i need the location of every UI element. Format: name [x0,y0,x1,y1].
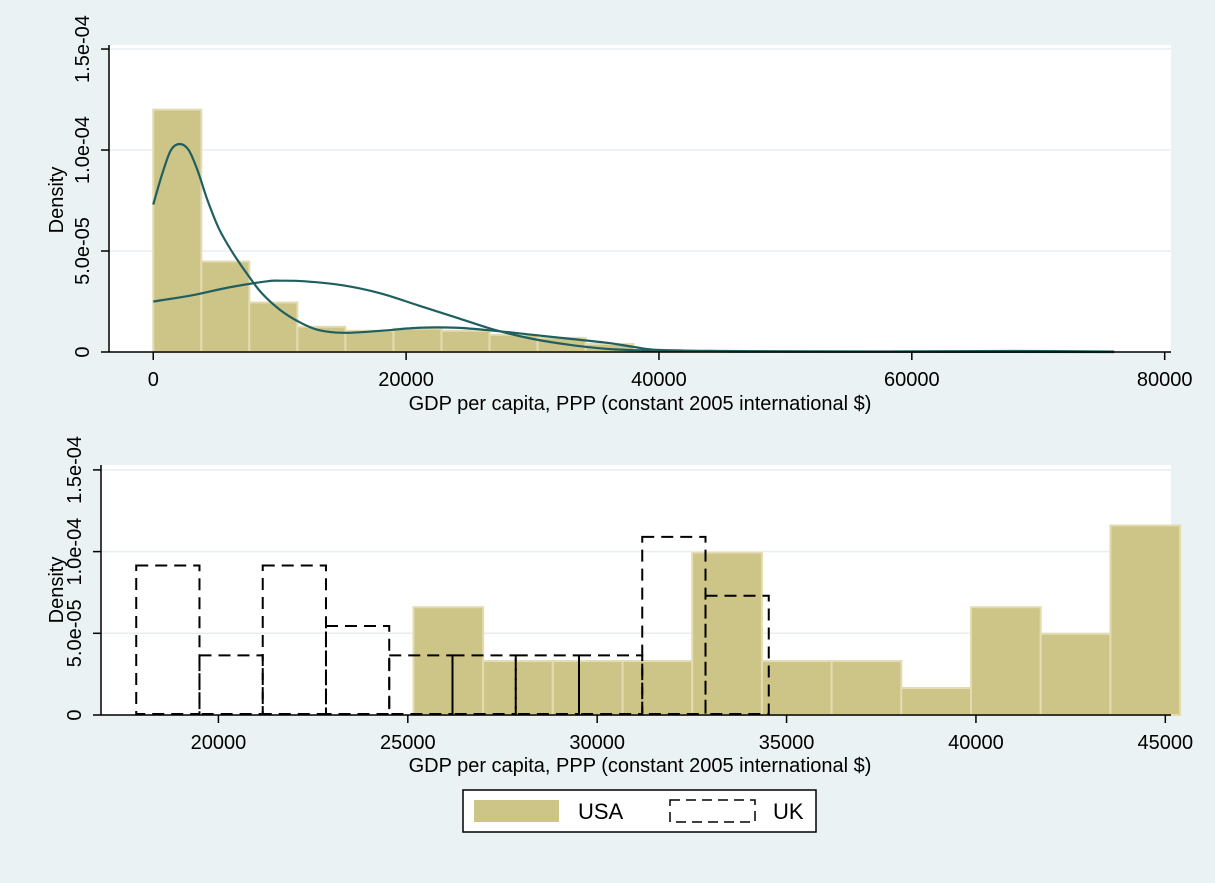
uk-bar [514,654,580,716]
y-tick-label: 0 [72,346,94,357]
uk-bar [324,624,391,715]
x-tick-label: 0 [148,369,159,391]
y-tick-label: 0 [64,709,86,720]
x-tick-label: 25000 [380,732,436,754]
usa-bar [1109,524,1182,716]
histogram-bar [440,329,491,353]
y-tick-label: 5.0e-05 [64,599,86,667]
legend: USA UK [462,789,817,833]
histogram-bar [248,301,299,353]
plot-area-top [109,45,1171,352]
x-tick-label: 40000 [948,732,1004,754]
panel-top: 0 20000 40000 60000 80000 0 5.0e-05 1.0e-04 1.5… [46,15,1192,415]
panel-bottom: 20000 25000 30000 35000 40000 45000 0 5.0e-05 1… [46,436,1193,777]
histogram-bar [200,260,251,353]
x-tick-label: 45000 [1138,732,1194,754]
y-tick-label: 1.0e-04 [64,518,86,586]
uk-bar [577,654,644,716]
usa-bar [900,687,973,717]
uk-bar [641,535,707,716]
x-tick-label: 30000 [569,732,625,754]
uk-bar [135,564,201,715]
usa-bar [760,660,833,716]
x-tick-label: 20000 [378,369,434,391]
usa-bar [1039,632,1112,716]
x-tick-label: 60000 [884,369,940,391]
x-axis-title-bottom: GDP per capita, PPP (constant 2005 inter… [409,755,872,777]
y-tick-label: 5.0e-05 [72,217,94,285]
histogram-bar [152,108,203,353]
usa-bar [551,660,624,716]
usa-bar [691,551,763,717]
legend-uk-swatch [669,799,756,823]
x-axis-title-top: GDP per capita, PPP (constant 2005 inter… [409,393,872,415]
y-tick-label: 1.5e-04 [64,436,86,504]
y-axis-title-bottom: Density [46,557,68,624]
y-tick-label: 1.5e-04 [72,15,94,83]
histogram-bar [344,329,395,353]
x-tick-label: 20000 [191,732,247,754]
histogram-bar [392,327,443,354]
y-axis-title-top: Density [46,167,68,234]
uk-bar [388,654,454,716]
usa-bar [830,660,903,716]
x-tick-label: 80000 [1137,369,1193,391]
usa-bar [482,660,554,716]
uk-bar [198,654,264,716]
uk-bar [704,594,770,715]
usa-bar [412,606,485,716]
x-tick-label: 35000 [759,732,815,754]
y-tick-label: 1.0e-04 [72,116,94,184]
uk-bar [451,654,517,716]
usa-bar [970,606,1042,716]
legend-usa-label: USA [578,799,624,824]
usa-bar [621,660,694,716]
x-tick-label: 40000 [631,369,687,391]
legend-uk-label: UK [773,799,804,824]
legend-usa-swatch [474,800,559,822]
